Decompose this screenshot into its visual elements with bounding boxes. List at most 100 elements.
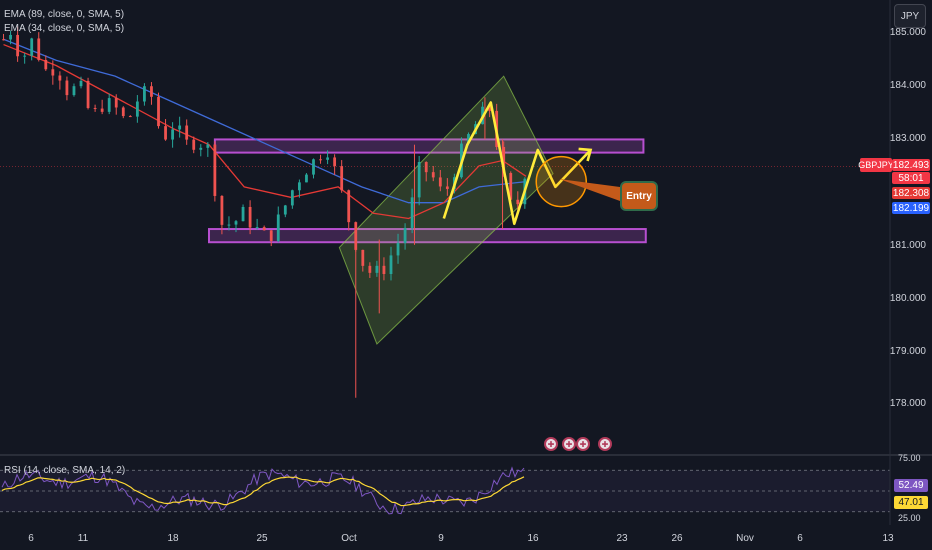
candle-body <box>185 125 189 140</box>
candle-body <box>410 197 414 228</box>
candle-body <box>403 227 407 243</box>
candle-body <box>269 230 273 241</box>
date-tick: 26 <box>671 533 683 544</box>
rsi-tick-25: 25.00 <box>898 513 921 523</box>
candle-body <box>178 125 182 130</box>
candle-body <box>143 86 146 102</box>
ema89-price-label: 182.199 <box>892 202 930 214</box>
symbol-tag: GBPJPY <box>858 158 894 172</box>
price-tick: 179.000 <box>889 346 926 357</box>
date-tick: 23 <box>616 533 628 544</box>
candle-body <box>262 227 266 231</box>
candle-body <box>30 38 34 56</box>
candle-body <box>290 190 294 206</box>
candle-body <box>86 80 90 108</box>
candle-body <box>276 214 280 241</box>
date-tick: 6 <box>797 533 803 544</box>
candle-body <box>438 177 442 187</box>
candle-body <box>227 224 231 226</box>
candle-body <box>121 107 125 117</box>
candle-body <box>44 59 48 70</box>
price-tick: 180.000 <box>889 293 926 304</box>
ema34-price-label: 182.308 <box>892 187 930 199</box>
candle-body <box>382 265 386 275</box>
candle-body <box>16 34 20 57</box>
price-tick: 183.000 <box>889 133 926 144</box>
candle-body <box>135 101 139 117</box>
price-tick: 184.000 <box>889 80 926 91</box>
candle-body <box>171 129 174 140</box>
date-tick: 6 <box>28 533 34 544</box>
candle-body <box>65 80 69 96</box>
rsi-legend[interactable]: RSI (14, close, SMA, 14, 2) <box>4 465 126 476</box>
candle-body <box>509 173 513 200</box>
candle-body <box>389 255 393 275</box>
candle-body <box>234 221 238 225</box>
rsi-sma-badge: 47.01 <box>894 496 928 509</box>
candle-body <box>79 80 83 87</box>
currency-button[interactable]: JPY <box>894 4 926 28</box>
candle-body <box>283 205 287 215</box>
uk-event-icon[interactable]: ✚ <box>576 437 590 451</box>
uk-event-icon[interactable]: ✚ <box>562 437 576 451</box>
date-tick: 9 <box>438 533 444 544</box>
rsi-value-badge: 52.49 <box>894 479 928 492</box>
candle-body <box>368 265 372 273</box>
candle-body <box>305 174 308 183</box>
candle-body <box>128 116 132 118</box>
candle-body <box>58 75 62 81</box>
date-tick: Oct <box>341 533 357 544</box>
price-tick: 185.000 <box>889 27 926 38</box>
candle-body <box>37 38 41 60</box>
entry-annotation[interactable]: Entry <box>620 181 658 211</box>
candle-body <box>333 157 337 167</box>
candle-body <box>9 34 12 40</box>
uk-event-icon[interactable]: ✚ <box>598 437 612 451</box>
candle-body <box>241 206 245 222</box>
candle-body <box>424 162 428 173</box>
rsi-ma-line <box>1 476 525 507</box>
candle-body <box>431 172 435 178</box>
candle-body <box>298 182 301 191</box>
ema34-legend[interactable]: EMA (34, close, 0, SMA, 5) <box>4 23 125 34</box>
uk-event-icon[interactable]: ✚ <box>544 437 558 451</box>
zigzag-projection <box>442 101 592 226</box>
candle-body <box>326 157 329 160</box>
candle-body <box>319 159 322 161</box>
candle-body <box>340 166 344 191</box>
candle-body <box>502 146 506 174</box>
candle-body <box>213 144 217 196</box>
candle-body <box>157 96 160 127</box>
candle-body <box>72 86 76 96</box>
entry-pointer <box>559 178 620 201</box>
candle-body <box>516 199 520 205</box>
date-tick: Nov <box>736 533 754 544</box>
candle-body <box>255 227 259 229</box>
resistance-zone <box>213 138 645 154</box>
candle-body <box>206 144 210 148</box>
candle-body <box>361 249 365 266</box>
candle-body <box>396 242 400 256</box>
rsi-tick-75: 75.00 <box>898 453 921 463</box>
candle-body <box>100 108 104 112</box>
rsi-panel[interactable] <box>0 460 932 525</box>
candle-body <box>347 190 351 223</box>
ema34-line <box>3 43 527 220</box>
candle-body <box>467 134 470 144</box>
candle-body <box>107 98 111 112</box>
rsi-line <box>1 466 525 515</box>
candle-body <box>220 195 224 225</box>
current-price-label: 182.493 <box>892 159 930 171</box>
countdown-label: 58:01 <box>892 172 930 184</box>
date-tick: 16 <box>527 533 539 544</box>
ema89-legend[interactable]: EMA (89, close, 0, SMA, 5) <box>4 9 125 20</box>
candle-body <box>93 107 97 109</box>
entry-zone-circle <box>535 155 587 208</box>
price-tick: 181.000 <box>889 240 926 251</box>
main-price-chart[interactable] <box>0 0 932 460</box>
candle-body <box>445 186 449 189</box>
candle-body <box>51 69 55 76</box>
candle-body <box>2 39 5 41</box>
candle-body <box>114 98 118 108</box>
support-zone <box>207 228 647 244</box>
